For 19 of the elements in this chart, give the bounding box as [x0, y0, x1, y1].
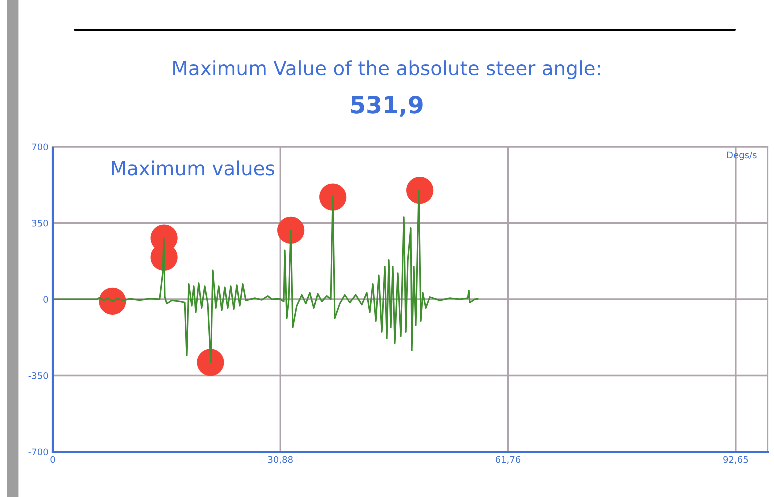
y-tick-label: 0: [44, 296, 48, 304]
point: [278, 216, 305, 244]
chart-subtitle: 531,9: [351, 96, 423, 117]
point: [197, 349, 224, 376]
y-tick-label: -700: [28, 448, 48, 456]
x-tick-label: 30,88: [268, 456, 293, 464]
x-tick-label: 61,76: [496, 456, 521, 464]
point: [99, 288, 126, 315]
line-series: [53, 147, 479, 364]
y-tick-label: -350: [28, 372, 48, 380]
y-tick-label: 350: [32, 220, 48, 227]
x-tick-label: 0: [50, 456, 56, 464]
point: [320, 184, 347, 211]
annotation: Maximum values: [112, 160, 274, 176]
y-tick-label: 700: [32, 144, 48, 151]
chart-title: Maximum Value of the absolute steer angle:: [174, 60, 600, 80]
point: [406, 177, 434, 204]
y-axis-title: Degs/s: [727, 152, 757, 160]
x-tick-label: 92,65: [724, 456, 748, 464]
